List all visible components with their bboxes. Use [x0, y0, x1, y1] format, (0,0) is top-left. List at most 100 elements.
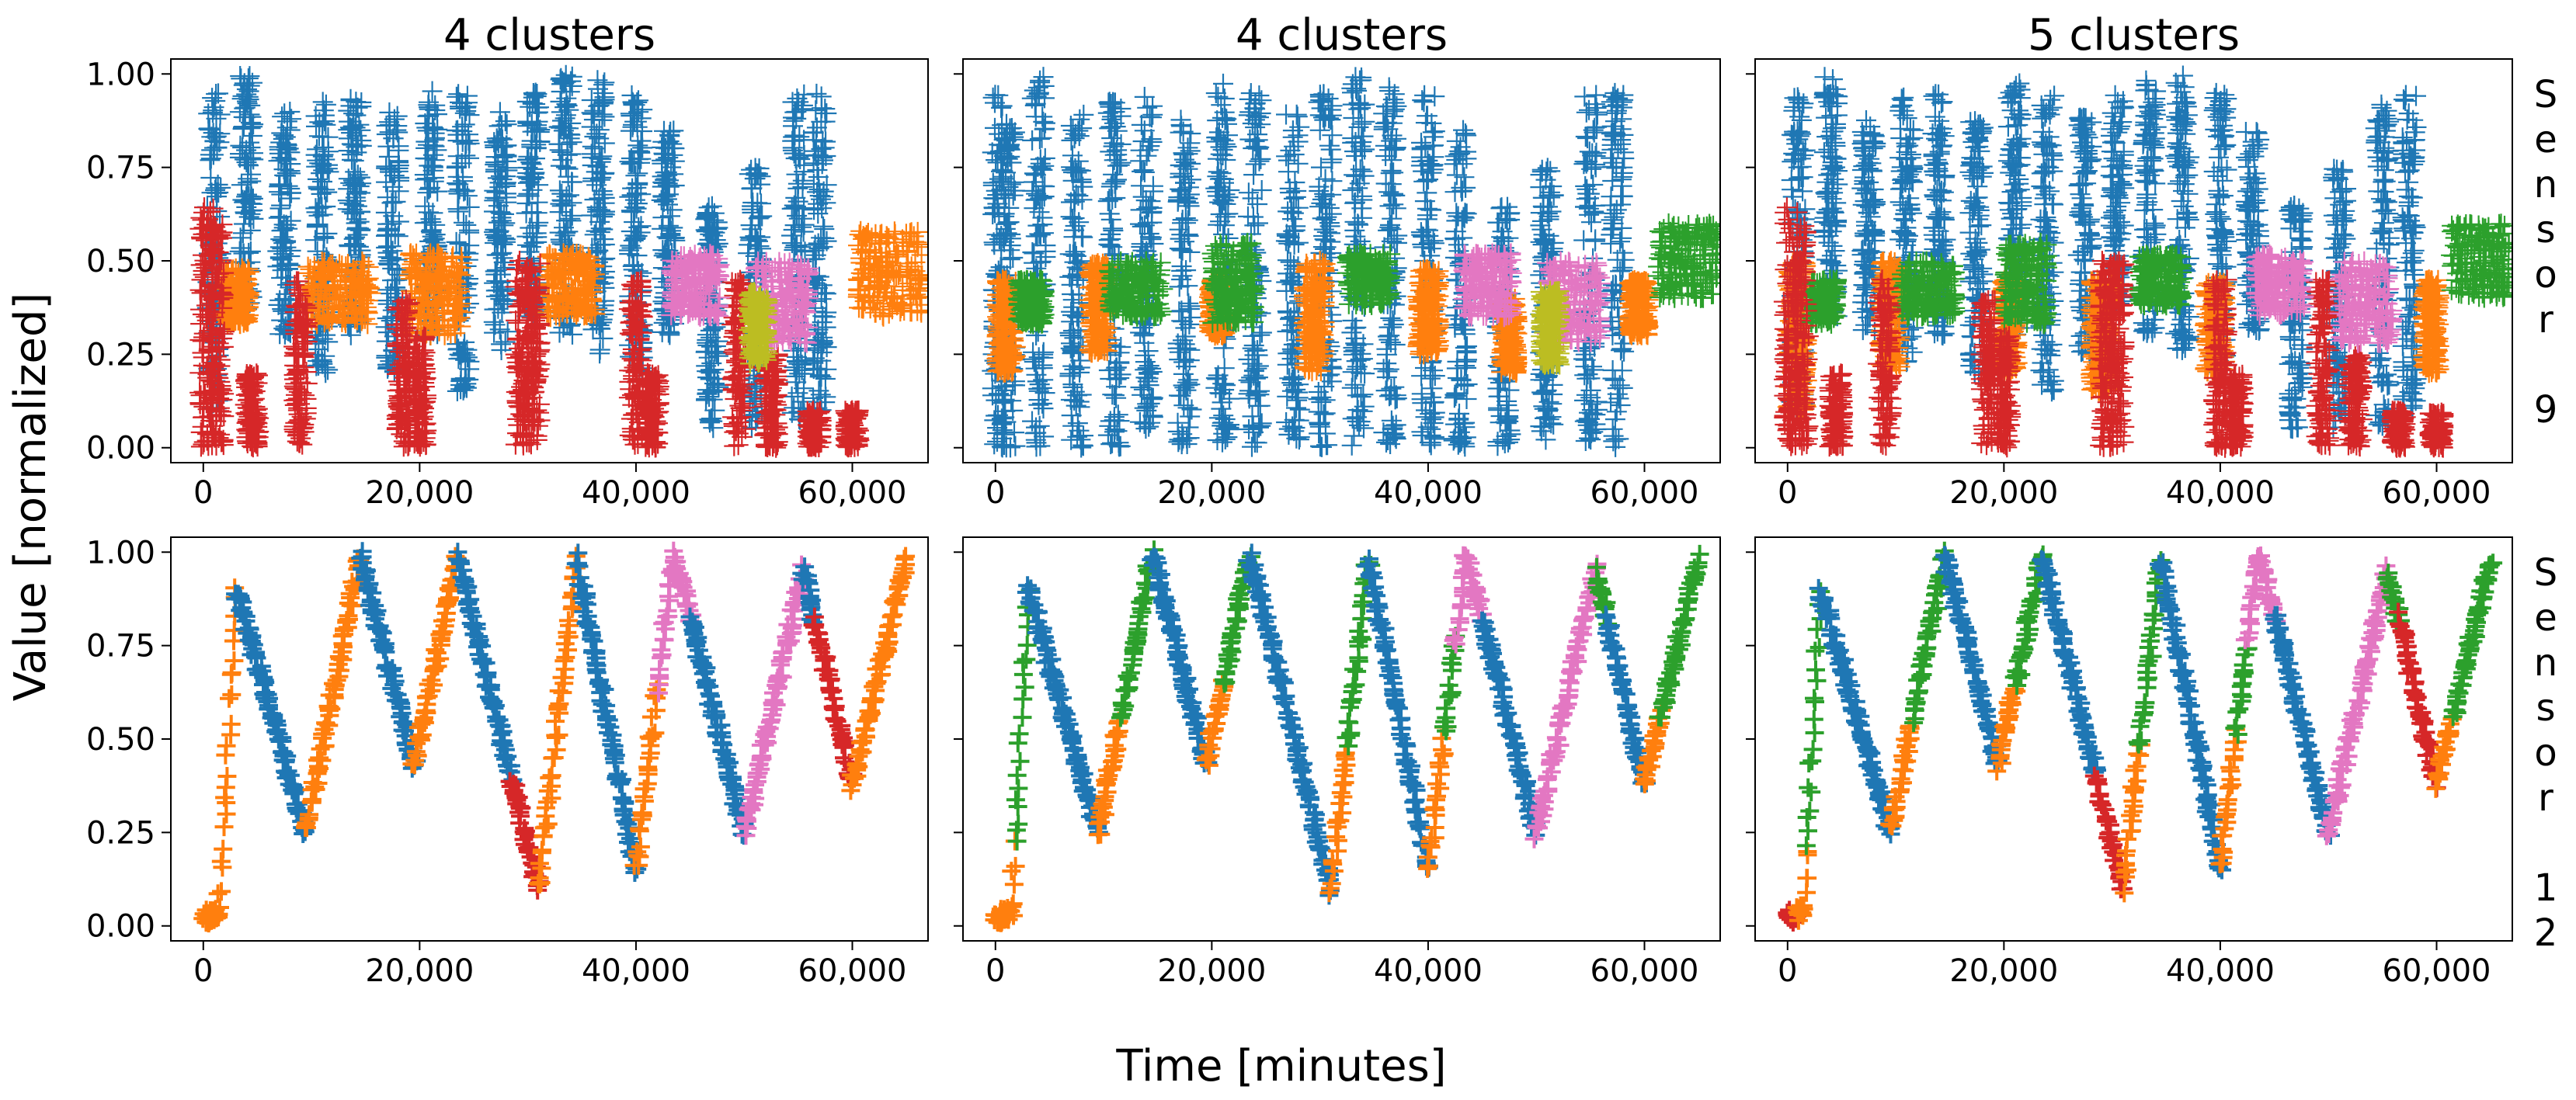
- x-tick-label: 0: [193, 953, 213, 989]
- marker-trace: [2084, 766, 2133, 899]
- marker-trace: [2225, 639, 2258, 744]
- marker-trace: [624, 675, 668, 875]
- y-tick-label: 1.00: [86, 57, 155, 92]
- panel-title: 5 clusters: [2028, 10, 2240, 61]
- segment-orange: [1987, 679, 2026, 781]
- marker-trace: [2115, 735, 2150, 903]
- segment-green: [2225, 639, 2258, 744]
- marker-trace: [566, 543, 647, 882]
- segment-orange: [529, 547, 586, 894]
- x-tick-label: 60,000: [2383, 475, 2491, 511]
- marker-trace: [2426, 709, 2462, 798]
- panel-5: 0 20,000 40,000 60,000: [954, 536, 1721, 989]
- x-tick-label: 20,000: [365, 475, 474, 511]
- y-tick-label: 1.00: [86, 535, 155, 571]
- segment-pink: [649, 541, 702, 703]
- marker-trace: [649, 541, 702, 703]
- marker-trace: [1319, 744, 1356, 903]
- marker-trace: [1880, 717, 1920, 835]
- segment-orange: [985, 831, 1025, 932]
- segment-pink: [2235, 547, 2286, 650]
- x-tick-label: 20,000: [1949, 475, 2058, 511]
- plot-area: [982, 67, 1720, 458]
- x-tick-label: 60,000: [798, 475, 907, 511]
- series-cluster-olive: [1530, 280, 1570, 375]
- panel-6: 0 20,000 40,000 60,000: [1746, 536, 2513, 989]
- segment-blue: [566, 543, 647, 882]
- segment-orange: [2426, 709, 2462, 798]
- marker-trace: [1987, 679, 2026, 781]
- segment-blue: [226, 585, 315, 843]
- plot-area: [1773, 65, 2512, 458]
- x-tick-label: 0: [193, 475, 213, 511]
- segment-blue: [792, 557, 822, 632]
- marker-trace: [1935, 546, 2008, 773]
- marker-trace: [1809, 578, 1900, 844]
- segment-red: [803, 607, 863, 789]
- row-label-char: s: [2536, 686, 2555, 730]
- x-tick-label: 0: [1778, 475, 1797, 511]
- marker-trace: [985, 831, 1025, 932]
- segment-blue: [1935, 546, 2008, 773]
- segment-orange: [624, 675, 668, 875]
- x-tick-label: 0: [986, 953, 1005, 989]
- marker-trace: [2128, 551, 2171, 754]
- plot-area: [1778, 541, 2503, 932]
- segment-blue: [2265, 606, 2340, 845]
- marker-cloud: [1773, 197, 2454, 458]
- x-tick-label: 0: [986, 475, 1005, 511]
- segment-orange: [1088, 712, 1128, 845]
- marker-trace: [1649, 544, 1709, 727]
- segment-pink: [735, 555, 815, 845]
- series-cluster-green: [1007, 213, 1720, 335]
- segment-green: [1111, 540, 1163, 727]
- marker-trace: [1596, 606, 1656, 793]
- row-label-char: r: [2538, 776, 2553, 820]
- marker-trace: [2032, 550, 2106, 782]
- marker-trace: [1444, 546, 1492, 654]
- marker-trace: [1418, 717, 1454, 878]
- marker-cloud: [2245, 244, 2404, 353]
- row-label-char: 9: [2534, 388, 2558, 432]
- marker-trace: [735, 555, 815, 845]
- marker-trace: [351, 542, 426, 778]
- marker-cloud: [189, 197, 870, 458]
- plot-area: [985, 540, 1709, 932]
- segment-orange: [402, 547, 468, 775]
- y-tick-label: 0.50: [86, 244, 155, 279]
- segment-blue: [680, 607, 754, 845]
- segment-blue: [351, 542, 426, 778]
- marker-cloud: [1007, 213, 1720, 335]
- y-tick-label: 0.25: [86, 337, 155, 373]
- series-cluster-red: [189, 197, 870, 458]
- marker-trace: [447, 543, 523, 791]
- marker-trace: [226, 585, 315, 843]
- row-label-char: S: [2534, 73, 2557, 116]
- segment-orange: [2115, 735, 2150, 903]
- row-label-char: e: [2534, 118, 2557, 161]
- x-tick-label: 20,000: [1157, 475, 1266, 511]
- marker-trace: [841, 547, 916, 800]
- plot-area: [189, 64, 928, 458]
- series-cluster-olive: [738, 282, 778, 374]
- segment-pink: [1524, 554, 1607, 848]
- segment-green: [2128, 551, 2171, 754]
- marker-trace: [803, 607, 863, 789]
- marker-trace: [2235, 547, 2286, 650]
- marker-trace: [1017, 576, 1108, 842]
- marker-trace: [1006, 581, 1040, 851]
- x-tick-label: 40,000: [1374, 475, 1483, 511]
- marker-trace: [2443, 553, 2503, 727]
- panel-title: 4 clusters: [443, 10, 655, 61]
- segment-blue: [1238, 543, 1340, 905]
- segment-orange: [1880, 717, 1920, 835]
- marker-trace: [529, 547, 586, 894]
- segment-orange: [296, 549, 370, 838]
- marker-trace: [2317, 556, 2397, 845]
- marker-trace: [1904, 541, 1955, 732]
- marker-trace: [2210, 720, 2247, 873]
